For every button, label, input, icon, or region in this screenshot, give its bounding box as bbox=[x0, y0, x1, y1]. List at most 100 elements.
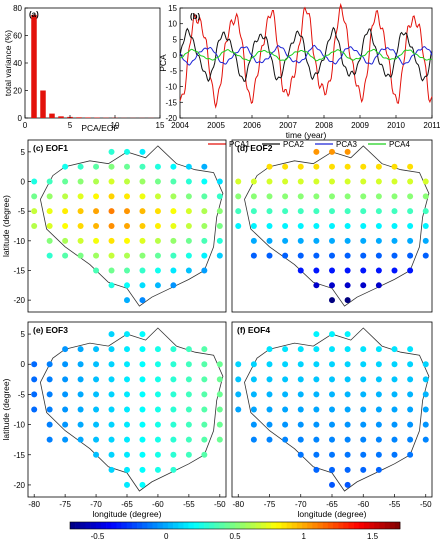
colorbar-segment bbox=[80, 522, 86, 529]
colorbar-segment bbox=[327, 522, 334, 529]
grid-point bbox=[297, 436, 304, 443]
grid-point bbox=[344, 406, 351, 413]
grid-point bbox=[154, 223, 161, 229]
colorbar-segment bbox=[147, 522, 153, 529]
grid-point bbox=[329, 376, 335, 383]
map-panel-label: (e) EOF3 bbox=[33, 325, 68, 335]
grid-point bbox=[201, 237, 208, 244]
grid-point bbox=[250, 193, 257, 200]
colorbar-segment bbox=[162, 522, 169, 529]
colorbar-segment bbox=[85, 522, 91, 529]
grid-point bbox=[93, 391, 100, 398]
grid-point bbox=[375, 252, 382, 259]
grid-point bbox=[46, 391, 53, 398]
colorbar-segment bbox=[358, 522, 365, 529]
grid-point bbox=[62, 376, 69, 383]
grid-point bbox=[297, 193, 304, 200]
grid-point bbox=[170, 282, 177, 289]
grid-point bbox=[154, 376, 161, 383]
colorbar-segment bbox=[142, 522, 148, 529]
grid-point bbox=[329, 208, 335, 215]
grid-point bbox=[124, 163, 130, 170]
grid-point bbox=[185, 208, 192, 215]
grid-point bbox=[282, 163, 289, 170]
grid-point bbox=[375, 282, 382, 289]
grid-point bbox=[201, 252, 208, 259]
grid-point bbox=[266, 223, 273, 229]
grid-point bbox=[46, 237, 53, 244]
x-tick-label: -55 bbox=[389, 500, 401, 509]
map-panel-label: (c) EOF1 bbox=[33, 143, 68, 153]
grid-point bbox=[297, 163, 304, 170]
grid-point bbox=[139, 376, 146, 383]
grid-point bbox=[344, 331, 351, 338]
grid-point bbox=[250, 208, 257, 215]
grid-point bbox=[124, 148, 130, 155]
grid-point bbox=[360, 237, 367, 244]
grid-point bbox=[282, 237, 289, 244]
grid-point bbox=[124, 223, 130, 229]
grid-point bbox=[139, 148, 146, 155]
grid-point bbox=[344, 223, 351, 229]
grid-point bbox=[344, 267, 351, 274]
bar bbox=[76, 117, 82, 118]
grid-point bbox=[201, 376, 208, 383]
grid-point bbox=[154, 282, 161, 289]
grid-point bbox=[93, 267, 100, 274]
basin-outline bbox=[39, 145, 224, 307]
x-tick-label: -55 bbox=[183, 500, 195, 509]
grid-point bbox=[185, 421, 192, 428]
grid-point bbox=[139, 421, 146, 428]
grid-point bbox=[282, 223, 289, 229]
grid-point bbox=[313, 178, 320, 185]
grid-point bbox=[170, 252, 177, 259]
grid-point bbox=[391, 391, 398, 398]
colorbar-tick-label: 0 bbox=[164, 532, 169, 541]
grid-point bbox=[344, 178, 351, 185]
legend-label: PCA3 bbox=[336, 140, 357, 149]
colorbar-segment bbox=[183, 522, 189, 529]
grid-point bbox=[375, 193, 382, 200]
grid-point bbox=[62, 436, 69, 443]
colorbar-segment bbox=[343, 522, 349, 529]
grid-point bbox=[360, 252, 367, 259]
grid-point bbox=[391, 178, 398, 185]
grid-point bbox=[201, 406, 208, 413]
legend-label: PCA4 bbox=[389, 140, 410, 149]
grid-point bbox=[407, 391, 414, 398]
grid-point bbox=[422, 178, 429, 185]
grid-point bbox=[344, 451, 351, 458]
colorbar-tick-label: 1 bbox=[302, 532, 307, 541]
x-tick-label: 5 bbox=[68, 121, 73, 130]
grid-point bbox=[62, 237, 69, 244]
grid-point bbox=[62, 252, 69, 259]
grid-point bbox=[391, 208, 398, 215]
grid-point bbox=[407, 237, 414, 244]
colorbar-segment bbox=[137, 522, 143, 529]
grid-point bbox=[282, 193, 289, 200]
grid-point bbox=[108, 193, 115, 200]
grid-point bbox=[170, 376, 177, 383]
y-tick-label: 0 bbox=[173, 51, 178, 60]
grid-point bbox=[297, 451, 304, 458]
x-tick-label: -80 bbox=[28, 500, 40, 509]
y-axis-label-a: total variance (%) bbox=[3, 30, 13, 96]
grid-point bbox=[391, 267, 398, 274]
colorbar-segment bbox=[265, 522, 272, 529]
grid-point bbox=[313, 421, 320, 428]
grid-point bbox=[266, 208, 273, 215]
colorbar-segment bbox=[198, 522, 205, 529]
colorbar: -0.5 0 0.5 1 1.5 bbox=[69, 521, 401, 541]
bar bbox=[85, 117, 91, 118]
grid-point bbox=[124, 406, 130, 413]
grid-point bbox=[360, 421, 367, 428]
map-panel-label: (d) EOF2 bbox=[237, 143, 273, 153]
grid-point bbox=[329, 267, 335, 274]
grid-point bbox=[108, 421, 115, 428]
grid-point bbox=[235, 406, 242, 413]
grid-point bbox=[154, 421, 161, 428]
grid-point bbox=[77, 223, 84, 229]
grid-point bbox=[31, 193, 38, 200]
grid-point bbox=[201, 391, 208, 398]
grid-point bbox=[282, 376, 289, 383]
